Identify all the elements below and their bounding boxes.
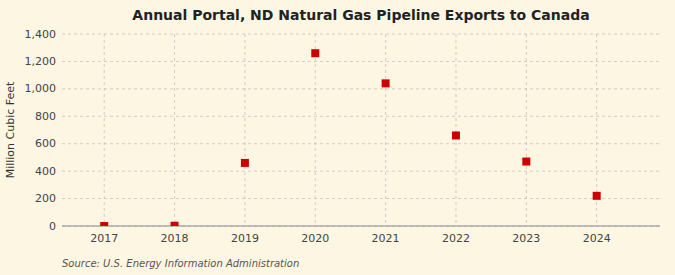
y-grid-line — [62, 116, 660, 117]
y-tick-label: 0 — [49, 220, 56, 233]
point — [171, 222, 179, 226]
point — [241, 159, 249, 167]
y-grid-line — [62, 34, 660, 35]
y-grid-line — [62, 198, 660, 199]
y-grid-line — [62, 143, 660, 144]
y-tick-label: 1,200 — [25, 55, 57, 68]
y-tick-label: 600 — [35, 137, 56, 150]
y-tick-label: 1,400 — [25, 28, 57, 41]
x-tick-label: 2021 — [372, 232, 400, 245]
y-tick-label: 400 — [35, 165, 56, 178]
x-grid-line — [455, 34, 456, 226]
point — [522, 158, 530, 166]
title: Annual Portal, ND Natural Gas Pipeline E… — [132, 7, 589, 23]
point — [452, 131, 460, 139]
x-tick-label: 2018 — [161, 232, 189, 245]
x-tick-label: 2024 — [583, 232, 611, 245]
background — [0, 0, 675, 275]
chart-svg: 0 200 400 600 800 1,000 1,200 1,400 2017 2018 2019… — [0, 0, 675, 275]
y-tick-label: 1,000 — [25, 82, 57, 95]
point — [311, 49, 319, 57]
x-tick-label: 2022 — [442, 232, 470, 245]
x-grid-line — [385, 34, 386, 226]
grid — [62, 34, 660, 226]
y-tick-label: 200 — [35, 192, 56, 205]
x-tick-label: 2020 — [301, 232, 329, 245]
point — [100, 222, 108, 226]
source-note: Source: U.S. Energy Information Administ… — [62, 258, 299, 269]
y-grid-line — [62, 171, 660, 172]
y-tick-label: 800 — [35, 110, 56, 123]
y-grid-line — [62, 61, 660, 62]
x-tick-label: 2023 — [512, 232, 540, 245]
x-grid-line — [315, 34, 316, 226]
y-grid-line — [62, 88, 660, 89]
x-axis-line — [62, 226, 660, 227]
point — [382, 79, 390, 87]
point — [593, 192, 601, 200]
y-grid-line — [62, 226, 660, 227]
x-grid-line — [244, 34, 245, 226]
points — [100, 49, 600, 226]
x-tick-label: 2019 — [231, 232, 259, 245]
y-axis-label: Million Cubic Feet — [4, 81, 17, 178]
x-grid-line — [104, 34, 105, 226]
chart-container: 0 200 400 600 800 1,000 1,200 1,400 2017 2018 2019… — [0, 0, 675, 275]
x-tick-label: 2017 — [90, 232, 118, 245]
x-grid-line — [526, 34, 527, 226]
x-grid-line — [174, 34, 175, 226]
